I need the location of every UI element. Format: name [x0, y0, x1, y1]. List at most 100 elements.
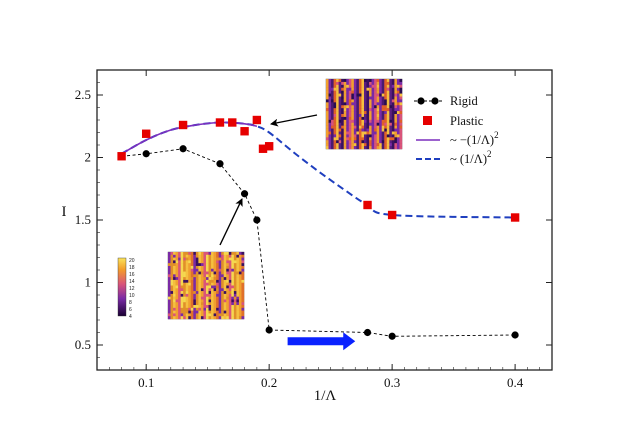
- inset-cell: [379, 111, 382, 115]
- inset-cell: [338, 125, 342, 129]
- inset-cell: [223, 254, 227, 258]
- inset-cell: [218, 313, 222, 317]
- inset-cell: [341, 125, 344, 129]
- inset-cell: [193, 265, 197, 269]
- inset-cell: [203, 299, 207, 303]
- inset-cell: [185, 282, 189, 286]
- inset-cell: [391, 93, 395, 97]
- inset-cell: [236, 291, 240, 295]
- inset-cell: [238, 313, 242, 317]
- inset-cell: [399, 111, 403, 115]
- inset-cell: [190, 257, 194, 261]
- inset-cell: [190, 288, 194, 292]
- inset-cell: [211, 302, 214, 306]
- inset-cell: [223, 271, 227, 275]
- inset-cell: [381, 111, 385, 115]
- inset-cell: [356, 81, 360, 86]
- inset-cell: [175, 307, 179, 311]
- inset-cell: [228, 265, 232, 269]
- inset-cell: [200, 271, 204, 275]
- inset-cell: [376, 79, 380, 83]
- inset-cell: [213, 310, 217, 314]
- inset-cell: [173, 291, 176, 295]
- inset-cell: [333, 102, 337, 106]
- inset-cell: [364, 131, 367, 135]
- inset-cell: [208, 265, 212, 269]
- inset-cell: [361, 140, 365, 144]
- inset-cell: [353, 140, 357, 144]
- inset-cell: [231, 254, 235, 258]
- inset-cell: [336, 108, 339, 112]
- inset-cell: [221, 296, 224, 300]
- inset-cell: [381, 119, 385, 123]
- inset-cell: [371, 119, 375, 123]
- inset-cell: [203, 279, 207, 283]
- inset-cell: [333, 84, 337, 88]
- inset-cell: [346, 131, 349, 135]
- inset-cell: [399, 90, 403, 94]
- inset-cell: [211, 285, 214, 289]
- inset-cell: [364, 99, 367, 103]
- inset-cell: [211, 279, 214, 283]
- inset-cell: [333, 81, 337, 86]
- inset-cell: [338, 84, 342, 88]
- inset-cell: [233, 310, 237, 314]
- inset-cell: [371, 137, 375, 141]
- inset-cell: [366, 134, 370, 138]
- inset-cell: [185, 279, 189, 283]
- inset-cell: [389, 131, 393, 135]
- inset-cell: [183, 291, 186, 295]
- inset-cell: [364, 105, 367, 109]
- inset-cell: [236, 260, 240, 264]
- inset-cell: [208, 271, 212, 275]
- inset-cell: [391, 99, 395, 103]
- inset-cell: [208, 274, 212, 278]
- inset-cell: [384, 87, 387, 91]
- inset-cell: [333, 90, 337, 94]
- inset-cell: [336, 131, 339, 135]
- inset-cell: [213, 316, 217, 320]
- inset-cell: [336, 128, 339, 132]
- inset-cell: [369, 111, 372, 115]
- inset-cell: [193, 252, 197, 255]
- inset-cell: [369, 84, 372, 88]
- inset-cell: [228, 299, 232, 303]
- inset-cell: [371, 87, 375, 91]
- inset-cell: [195, 260, 199, 264]
- inset-cell: [364, 143, 367, 147]
- inset-cell: [216, 260, 219, 264]
- inset-cell: [371, 102, 375, 106]
- inset-cell: [198, 310, 202, 314]
- inset-cell: [343, 122, 347, 126]
- inset-cell: [361, 143, 365, 147]
- inset-cell: [343, 96, 347, 100]
- inset-cell: [348, 90, 352, 94]
- inset-cell: [221, 277, 224, 281]
- inset-cell: [331, 108, 334, 112]
- inset-cell: [178, 254, 181, 258]
- inset-cell: [221, 305, 224, 309]
- inset-cell: [226, 282, 229, 286]
- inset-cell: [394, 108, 398, 112]
- inset-cell: [233, 285, 237, 289]
- inset-cell: [399, 102, 403, 106]
- inset-cell: [369, 87, 372, 91]
- inset-cell: [376, 140, 380, 144]
- plastic-point: [363, 200, 372, 210]
- inset-cell: [185, 305, 189, 309]
- inset-cell: [168, 265, 171, 269]
- inset-cell: [190, 316, 194, 320]
- inset-cell: [361, 122, 365, 126]
- inset-cell: [374, 125, 377, 129]
- inset-cell: [185, 296, 189, 300]
- inset-cell: [358, 93, 362, 97]
- inset-cell: [211, 293, 214, 297]
- inset-cell: [399, 96, 403, 100]
- inset-cell: [389, 84, 393, 88]
- inset-cell: [170, 310, 174, 314]
- inset-cell: [226, 254, 229, 258]
- inset-cell: [200, 302, 204, 306]
- inset-cell: [226, 271, 229, 275]
- inset-cell: [238, 296, 242, 300]
- inset-cell: [328, 99, 332, 103]
